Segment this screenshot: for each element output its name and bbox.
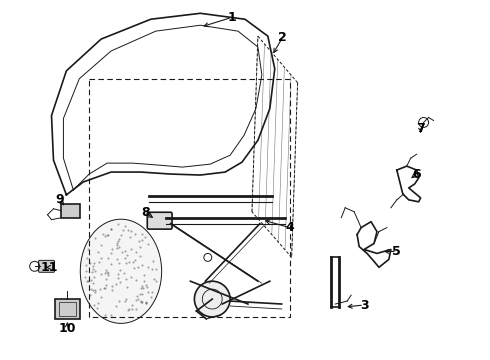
- Text: 8: 8: [142, 206, 150, 219]
- FancyBboxPatch shape: [55, 298, 80, 319]
- Text: 6: 6: [413, 167, 421, 181]
- Circle shape: [195, 281, 230, 317]
- Ellipse shape: [80, 219, 162, 323]
- Text: 11: 11: [41, 261, 58, 274]
- FancyBboxPatch shape: [39, 260, 54, 272]
- Text: 4: 4: [285, 221, 294, 234]
- Text: 9: 9: [55, 193, 64, 206]
- FancyBboxPatch shape: [61, 204, 80, 218]
- Circle shape: [418, 117, 429, 127]
- Circle shape: [204, 253, 212, 261]
- Text: 2: 2: [278, 31, 287, 44]
- Text: 10: 10: [59, 322, 76, 336]
- Text: 7: 7: [416, 122, 425, 135]
- Text: 1: 1: [228, 11, 237, 24]
- Text: 3: 3: [360, 298, 368, 311]
- FancyBboxPatch shape: [147, 212, 172, 229]
- Text: 5: 5: [392, 245, 401, 258]
